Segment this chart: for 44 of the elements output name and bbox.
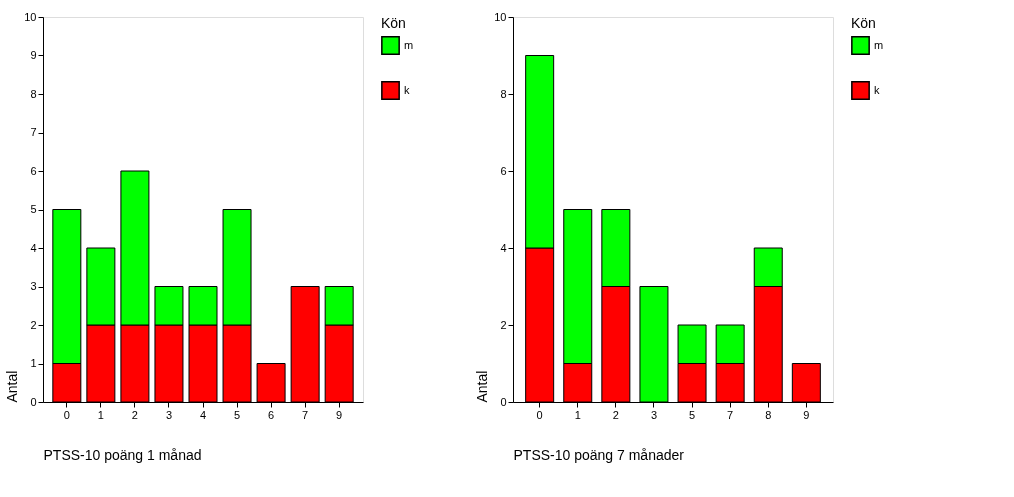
y-axis-title: Antal xyxy=(4,370,21,403)
x-tick-label: 6 xyxy=(268,408,275,421)
x-tick-label: 3 xyxy=(650,408,658,421)
x-tick-label: 2 xyxy=(612,408,619,421)
legend-label: k xyxy=(874,83,880,96)
y-axis-title: Antal xyxy=(474,370,491,403)
y-tick-label: 2 xyxy=(500,318,507,331)
legend-label: k xyxy=(404,83,410,96)
y-tick-label: 8 xyxy=(30,87,37,100)
x-tick-label: 7 xyxy=(302,408,309,421)
y-tick-label: 0 xyxy=(500,395,507,408)
x-tick-label: 2 xyxy=(131,408,138,421)
legend-title: Kön xyxy=(381,15,406,31)
x-tick-label: 9 xyxy=(803,408,810,421)
x-tick-label: 4 xyxy=(199,408,207,421)
y-tick-label: 7 xyxy=(30,126,37,138)
x-tick-label: 5 xyxy=(233,408,241,421)
legend-title: Kön xyxy=(851,15,876,31)
y-tick-label: 6 xyxy=(30,164,37,177)
legend-label: m xyxy=(874,38,884,51)
x-tick-label: 8 xyxy=(765,408,772,421)
x-tick-label: 9 xyxy=(336,408,343,421)
x-axis-title: PTSS-10 poäng 1 månad xyxy=(43,446,202,463)
x-axis-title: PTSS-10 poäng 7 månader xyxy=(513,446,685,463)
y-tick-label: 0 xyxy=(30,395,37,408)
x-tick-label: 0 xyxy=(536,408,543,421)
legend-label: m xyxy=(404,38,414,51)
y-tick-label: 10 xyxy=(494,10,507,23)
y-tick-label: 4 xyxy=(30,241,37,254)
x-tick-label: 1 xyxy=(574,408,581,421)
y-tick-label: 8 xyxy=(500,87,507,100)
x-tick-label: 0 xyxy=(63,408,70,421)
x-tick-label: 7 xyxy=(727,408,734,421)
y-tick-label: 6 xyxy=(500,164,507,177)
y-tick-label: 10 xyxy=(24,10,37,23)
y-tick-label: 2 xyxy=(30,318,37,331)
y-tick-label: 9 xyxy=(30,49,37,61)
y-tick-label: 3 xyxy=(30,280,37,292)
y-tick-label: 5 xyxy=(30,203,37,215)
x-tick-label: 5 xyxy=(688,408,696,421)
y-tick-label: 4 xyxy=(500,241,507,254)
x-tick-label: 3 xyxy=(165,408,173,421)
y-tick-label: 1 xyxy=(30,357,37,369)
x-tick-label: 1 xyxy=(97,408,104,421)
